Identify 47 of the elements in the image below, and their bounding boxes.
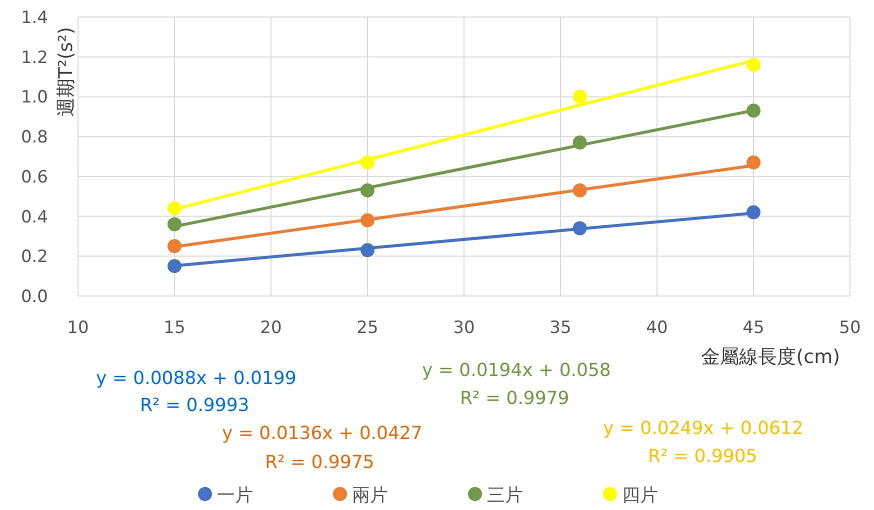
point — [168, 201, 182, 216]
point — [572, 90, 587, 104]
point — [360, 155, 374, 170]
text: y = 0.0136x + 0.0427 — [222, 423, 422, 444]
text: R² = 0.9905 — [648, 446, 758, 467]
point — [360, 213, 374, 228]
y-tick-label: 0.0 — [20, 287, 48, 307]
point — [572, 136, 587, 150]
point — [746, 205, 760, 220]
x-axis-title: 金屬線長度(cm) — [701, 346, 840, 368]
y-tick-label: 0.6 — [20, 167, 48, 188]
legend-label: 四片 — [622, 485, 658, 506]
point — [360, 183, 374, 198]
text: R² = 0.9993 — [140, 395, 250, 416]
point — [746, 104, 760, 118]
x-tick-label: 45 — [742, 318, 764, 338]
point — [572, 183, 587, 198]
point — [746, 155, 760, 170]
point — [360, 243, 374, 258]
y-tick-label: 0.8 — [20, 128, 48, 148]
x-tick-label: 25 — [356, 318, 378, 338]
x-tick-label: 30 — [453, 318, 475, 338]
x-tick-label: 40 — [646, 318, 668, 338]
y-tick-label: 1.2 — [20, 48, 48, 68]
text: y = 0.0194x + 0.058 — [422, 360, 611, 381]
x-tick-label: 20 — [260, 318, 282, 338]
x-tick-label: 10 — [67, 318, 89, 338]
y-tick-label: 0.2 — [20, 247, 48, 268]
legend-label: 三片 — [487, 485, 523, 506]
y-tick-label: 0.4 — [20, 207, 48, 228]
legend-label: 一片 — [217, 485, 253, 506]
legend-label: 兩片 — [352, 485, 388, 506]
point — [746, 58, 760, 72]
text: y = 0.0249x + 0.0612 — [603, 418, 804, 439]
point — [572, 221, 587, 236]
text: R² = 0.9975 — [265, 452, 374, 473]
y-tick-label: 1.0 — [20, 88, 48, 108]
text: y = 0.0088x + 0.0199 — [96, 368, 296, 389]
point — [168, 217, 182, 232]
x-tick-label: 50 — [839, 318, 861, 338]
x-tick-label: 15 — [164, 318, 186, 338]
point — [168, 239, 182, 254]
y-tick-label: 1.4 — [20, 8, 48, 28]
text: R² = 0.9979 — [460, 388, 570, 409]
y-axis-title: 週期T²(s²) — [55, 27, 77, 117]
point — [168, 259, 182, 274]
x-tick-label: 35 — [550, 318, 572, 338]
